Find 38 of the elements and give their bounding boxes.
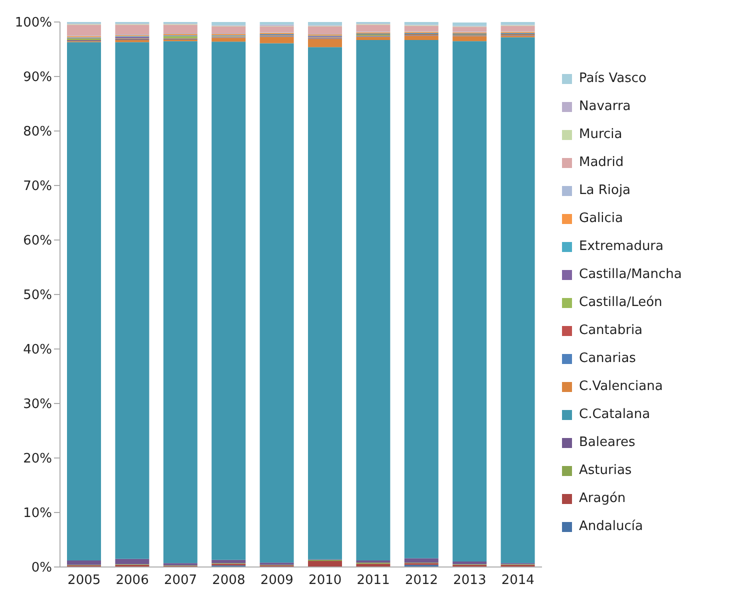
y-tick-label: 80% (23, 124, 52, 140)
x-tick-label: 2012 (404, 573, 438, 588)
x-tick-label: 2008 (212, 573, 246, 588)
legend-label: Extremadura (579, 239, 664, 254)
y-tick-label: 40% (23, 342, 52, 358)
legend-label: Cantabria (579, 323, 643, 338)
y-tick-label: 0% (31, 560, 52, 576)
x-tick-label: 2013 (453, 573, 486, 588)
y-tick-label: 70% (23, 179, 52, 194)
legend-label: Madrid (579, 155, 624, 170)
legend-label: Aragón (579, 491, 626, 506)
legend-label: Baleares (579, 435, 636, 450)
y-tick-label: 50% (23, 288, 52, 304)
legend-label: País Vasco (579, 71, 646, 86)
x-tick-label: 2014 (501, 573, 534, 588)
legend-label: Asturias (579, 463, 632, 478)
y-tick-label: 30% (23, 397, 52, 412)
legend-label: Murcia (579, 127, 622, 142)
x-tick-label: 2011 (356, 573, 390, 588)
y-tick-label: 100% (14, 16, 52, 31)
legend-label: Canarias (579, 351, 636, 366)
x-tick-label: 2005 (68, 573, 101, 588)
legend-label: Castilla/Mancha (579, 267, 682, 282)
y-tick-label: 20% (23, 452, 52, 467)
legend-label: Galicia (579, 211, 623, 226)
legend-label: C.Catalana (579, 407, 650, 422)
legend-label: Andalucía (579, 519, 643, 534)
x-tick-label: 2009 (260, 573, 294, 588)
legend-label: Navarra (579, 99, 631, 114)
y-tick-label: 10% (23, 506, 52, 522)
x-tick-label: 2010 (308, 573, 342, 588)
x-tick-label: 2006 (116, 573, 149, 588)
y-tick-label: 90% (23, 70, 52, 86)
legend-label: Castilla/León (579, 295, 662, 310)
legend-label: C.Valenciana (579, 379, 663, 394)
x-tick-label: 2007 (164, 573, 198, 588)
y-tick-label: 60% (23, 234, 52, 249)
legend-label: La Rioja (579, 183, 631, 198)
